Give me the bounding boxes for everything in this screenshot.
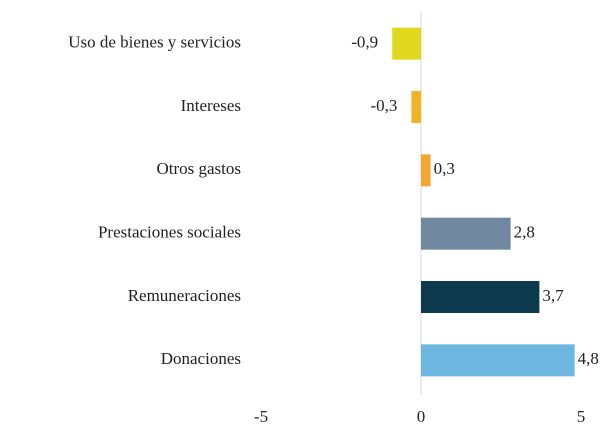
y-tick-label: Intereses xyxy=(181,96,241,115)
bar xyxy=(421,344,575,377)
value-label: 3,7 xyxy=(542,286,564,305)
value-label: 2,8 xyxy=(514,223,535,242)
bar xyxy=(411,91,421,123)
bar xyxy=(421,154,431,187)
y-tick-label: Donaciones xyxy=(161,349,241,368)
value-label: -0,3 xyxy=(370,96,397,115)
y-tick-label: Otros gastos xyxy=(156,159,241,178)
y-tick-label: Remuneraciones xyxy=(128,286,241,305)
value-label: -0,9 xyxy=(351,33,378,52)
x-tick-label: -5 xyxy=(254,407,268,426)
x-tick-label: 0 xyxy=(417,407,426,426)
bar xyxy=(421,281,540,313)
y-tick-label: Uso de bienes y servicios xyxy=(68,33,241,52)
value-label: 0,3 xyxy=(434,159,455,178)
x-tick-label: 5 xyxy=(577,407,586,426)
y-tick-label: Prestaciones sociales xyxy=(98,223,241,242)
bar xyxy=(421,217,511,250)
value-label: 4,8 xyxy=(578,349,599,368)
bar xyxy=(392,27,421,60)
